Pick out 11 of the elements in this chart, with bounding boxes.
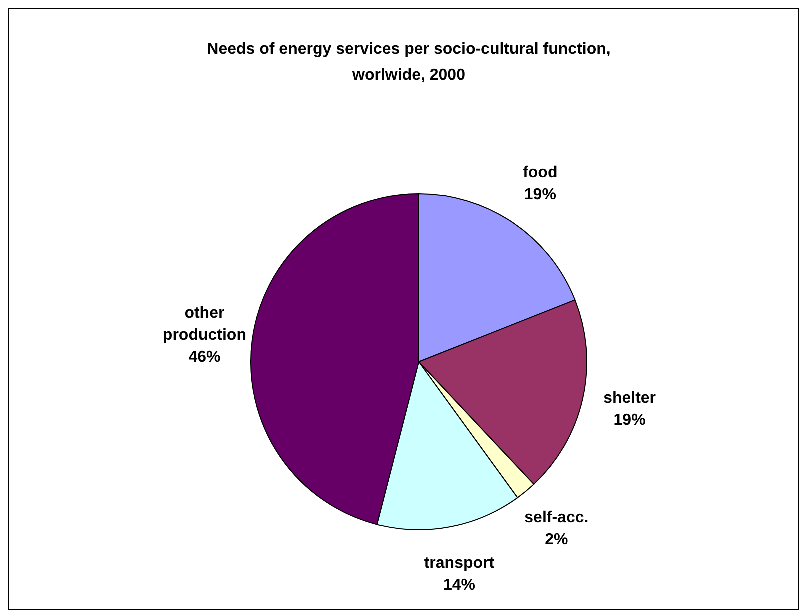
- data-label: 19%: [524, 186, 556, 203]
- data-label: 2%: [545, 530, 568, 548]
- slice-label: transport: [424, 554, 496, 572]
- slice-label: self-acc.: [524, 508, 589, 526]
- data-label: 46%: [188, 348, 221, 366]
- data-label: 14%: [443, 576, 476, 594]
- slice-label: other production: [162, 304, 246, 344]
- data-label: 19%: [614, 412, 646, 429]
- slice-label: shelter: [604, 390, 656, 407]
- slice-label: food: [523, 164, 558, 181]
- chart-title: Needs of energy services per socio-cultural function, worlwide, 2000: [206, 40, 612, 86]
